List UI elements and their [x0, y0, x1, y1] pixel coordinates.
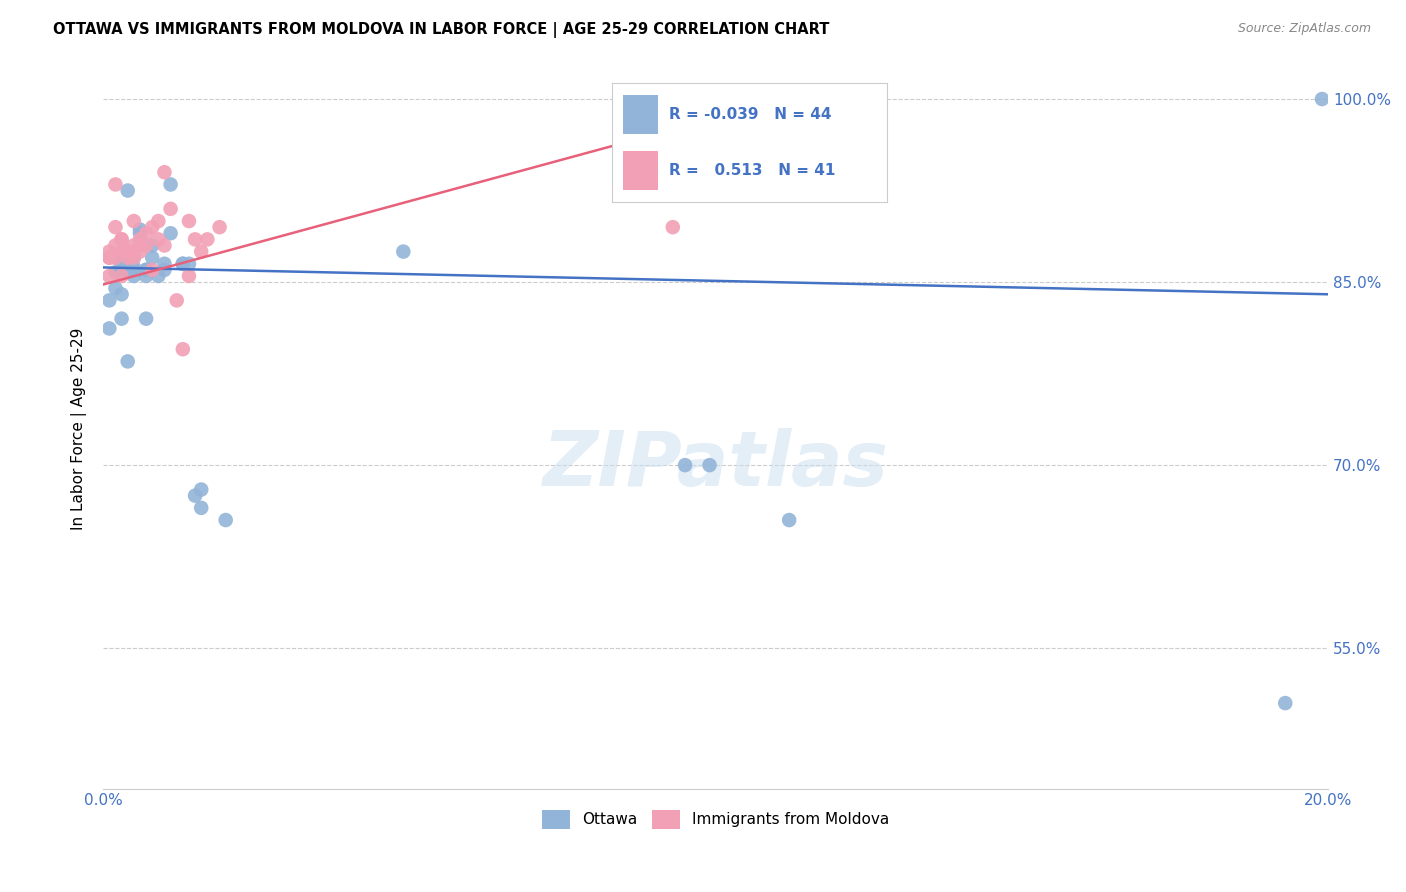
Point: [98, 244, 121, 259]
Point: [110, 311, 132, 326]
Point: [172, 257, 194, 271]
Point: [117, 257, 139, 271]
Point: [98, 251, 121, 265]
Text: OTTAWA VS IMMIGRANTS FROM MOLDOVA IN LABOR FORCE | AGE 25-29 CORRELATION CHART: OTTAWA VS IMMIGRANTS FROM MOLDOVA IN LAB…: [53, 22, 830, 38]
Point: [110, 263, 132, 277]
Point: [153, 263, 176, 277]
Point: [110, 232, 132, 246]
Point: [122, 263, 145, 277]
Point: [392, 244, 415, 259]
Point: [172, 257, 194, 271]
Point: [98, 293, 121, 308]
Legend: Ottawa, Immigrants from Moldova: Ottawa, Immigrants from Moldova: [536, 804, 896, 835]
Point: [122, 260, 145, 275]
Point: [117, 263, 139, 277]
Point: [117, 354, 139, 368]
Point: [159, 202, 181, 216]
Point: [141, 263, 163, 277]
Point: [148, 214, 170, 228]
Point: [190, 500, 212, 515]
Text: Source: ZipAtlas.com: Source: ZipAtlas.com: [1237, 22, 1371, 36]
Point: [104, 265, 127, 279]
Point: [190, 244, 212, 259]
Point: [195, 232, 218, 246]
Point: [159, 227, 181, 241]
Point: [141, 220, 163, 235]
Point: [172, 342, 194, 356]
Point: [122, 251, 145, 265]
Text: ZIPatlas: ZIPatlas: [543, 427, 889, 501]
Point: [117, 184, 139, 198]
Point: [110, 232, 132, 246]
Point: [104, 178, 127, 192]
Point: [662, 220, 685, 235]
Point: [141, 251, 163, 265]
Point: [650, 92, 672, 106]
Point: [129, 227, 152, 241]
Point: [141, 238, 163, 252]
Point: [104, 251, 127, 265]
Point: [122, 268, 145, 283]
Point: [148, 268, 170, 283]
Point: [104, 281, 127, 295]
Point: [129, 238, 152, 252]
Point: [184, 232, 207, 246]
Point: [1274, 696, 1296, 710]
Point: [135, 227, 157, 241]
Point: [110, 287, 132, 301]
Point: [117, 244, 139, 259]
Point: [98, 268, 121, 283]
Point: [135, 263, 157, 277]
Point: [208, 220, 231, 235]
Point: [122, 238, 145, 252]
Point: [122, 251, 145, 265]
Point: [122, 244, 145, 259]
Point: [135, 263, 157, 277]
Point: [110, 263, 132, 277]
Point: [153, 257, 176, 271]
Point: [135, 311, 157, 326]
Point: [110, 251, 132, 265]
Point: [104, 220, 127, 235]
Point: [129, 232, 152, 246]
Point: [177, 214, 200, 228]
Point: [1310, 92, 1333, 106]
Point: [184, 489, 207, 503]
Point: [673, 458, 696, 472]
Point: [117, 244, 139, 259]
Point: [778, 513, 800, 527]
Point: [129, 222, 152, 236]
Point: [177, 257, 200, 271]
Point: [159, 178, 181, 192]
Point: [117, 251, 139, 265]
Point: [129, 244, 152, 259]
Point: [104, 238, 127, 252]
Y-axis label: In Labor Force | Age 25-29: In Labor Force | Age 25-29: [72, 327, 87, 530]
Point: [98, 321, 121, 335]
Point: [148, 232, 170, 246]
Point: [153, 165, 176, 179]
Point: [135, 268, 157, 283]
Point: [153, 238, 176, 252]
Point: [166, 293, 188, 308]
Point: [177, 268, 200, 283]
Point: [215, 513, 238, 527]
Point: [190, 483, 212, 497]
Point: [98, 251, 121, 265]
Point: [110, 268, 132, 283]
Point: [122, 214, 145, 228]
Point: [104, 251, 127, 265]
Point: [135, 238, 157, 252]
Point: [110, 244, 132, 259]
Point: [699, 458, 721, 472]
